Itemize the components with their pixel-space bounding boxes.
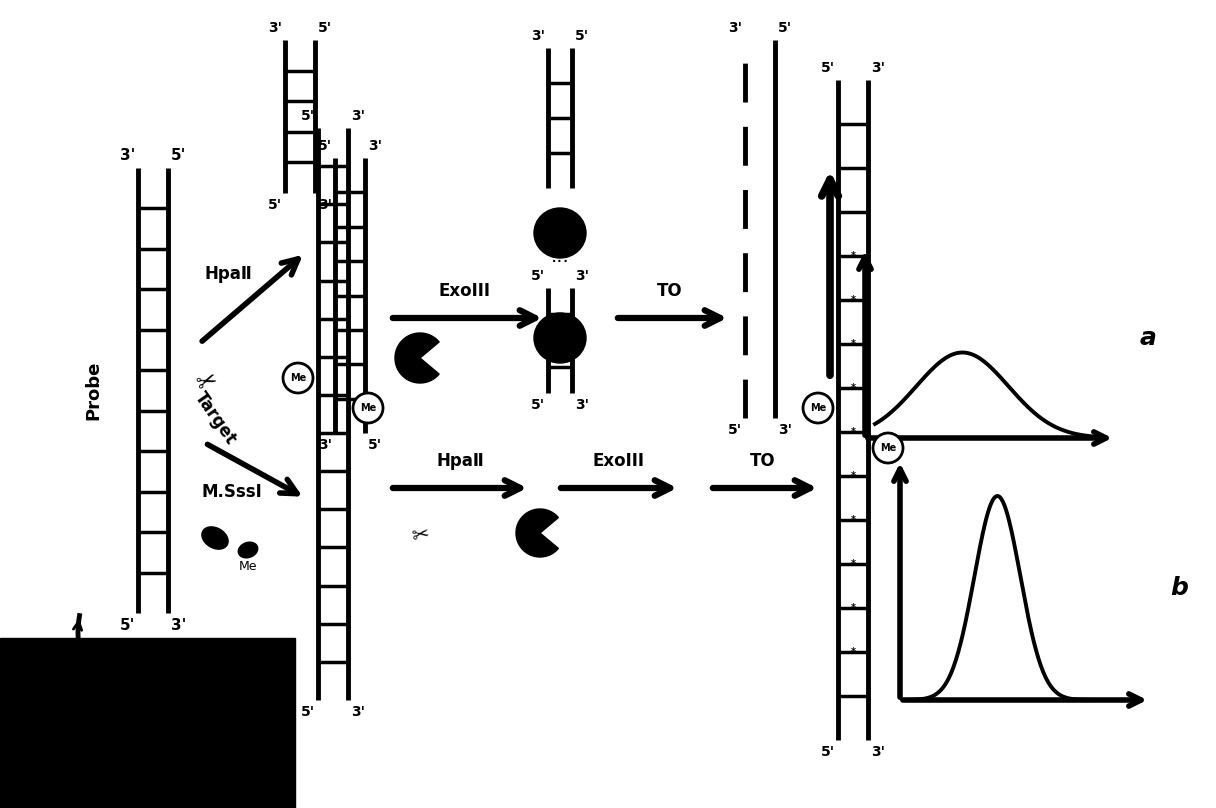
Text: Me: Me: [289, 373, 306, 383]
Text: 3': 3': [368, 139, 382, 153]
Text: 5': 5': [778, 21, 792, 35]
Text: 3': 3': [871, 745, 885, 759]
Text: HpaⅡ: HpaⅡ: [204, 265, 252, 283]
Text: 3': 3': [728, 21, 742, 35]
Text: 5': 5': [821, 61, 835, 75]
Polygon shape: [395, 333, 439, 383]
Text: b: b: [1170, 576, 1188, 600]
Text: ···: ···: [551, 254, 569, 272]
Bar: [0, 638, 295, 808]
Text: 3': 3': [268, 21, 282, 35]
Text: *: *: [850, 427, 856, 437]
Text: TO: TO: [657, 282, 683, 300]
Text: *: *: [850, 603, 856, 613]
Text: 5': 5': [268, 198, 282, 212]
Text: *: *: [850, 515, 856, 525]
Text: Target: Target: [191, 389, 240, 448]
Text: 3': 3': [575, 398, 589, 412]
Polygon shape: [238, 542, 258, 558]
Text: 3': 3': [351, 705, 365, 719]
Ellipse shape: [534, 208, 586, 258]
Circle shape: [353, 393, 383, 423]
Text: Probe: Probe: [84, 361, 102, 420]
Text: ExoIII: ExoIII: [439, 282, 491, 300]
Text: 5': 5': [531, 398, 545, 412]
Text: 5': 5': [300, 705, 315, 719]
Text: 3': 3': [171, 618, 186, 633]
Text: 5': 5': [319, 21, 332, 35]
Text: 5': 5': [531, 269, 545, 283]
Text: 3': 3': [778, 423, 792, 437]
Text: Me: Me: [360, 403, 376, 413]
Text: *: *: [850, 251, 856, 261]
Text: 5': 5': [575, 29, 589, 43]
Text: TO: TO: [750, 452, 776, 470]
Text: 3': 3': [351, 109, 365, 123]
Circle shape: [803, 393, 833, 423]
Text: 3': 3': [319, 198, 332, 212]
Text: 5': 5': [728, 423, 742, 437]
Text: *: *: [850, 339, 856, 349]
Text: Me: Me: [810, 403, 826, 413]
Polygon shape: [202, 527, 229, 549]
Text: 3': 3': [531, 29, 545, 43]
Text: 5': 5': [368, 438, 382, 452]
Text: 5': 5': [171, 148, 186, 163]
Text: *: *: [850, 295, 856, 305]
Text: a: a: [1141, 326, 1156, 350]
Text: ✂: ✂: [410, 524, 430, 547]
Text: 5': 5': [119, 618, 135, 633]
Text: 3': 3': [319, 438, 332, 452]
Text: 5': 5': [317, 139, 332, 153]
Text: Me: Me: [238, 560, 258, 573]
Text: 3': 3': [871, 61, 885, 75]
Text: 5': 5': [300, 109, 315, 123]
Text: *: *: [850, 383, 856, 393]
Text: ✂: ✂: [195, 368, 223, 398]
Text: *: *: [850, 647, 856, 657]
Text: HpaⅡ: HpaⅡ: [437, 452, 484, 470]
Ellipse shape: [534, 313, 586, 363]
Text: Me: Me: [880, 443, 896, 453]
Polygon shape: [516, 509, 558, 557]
Text: *: *: [850, 559, 856, 569]
Text: M.SssI: M.SssI: [202, 483, 263, 501]
Circle shape: [283, 363, 313, 393]
Text: 5': 5': [821, 745, 835, 759]
Text: 3': 3': [575, 269, 589, 283]
Text: 3': 3': [119, 148, 135, 163]
Text: *: *: [850, 471, 856, 481]
Text: ExoIII: ExoIII: [592, 452, 644, 470]
Circle shape: [873, 433, 903, 463]
